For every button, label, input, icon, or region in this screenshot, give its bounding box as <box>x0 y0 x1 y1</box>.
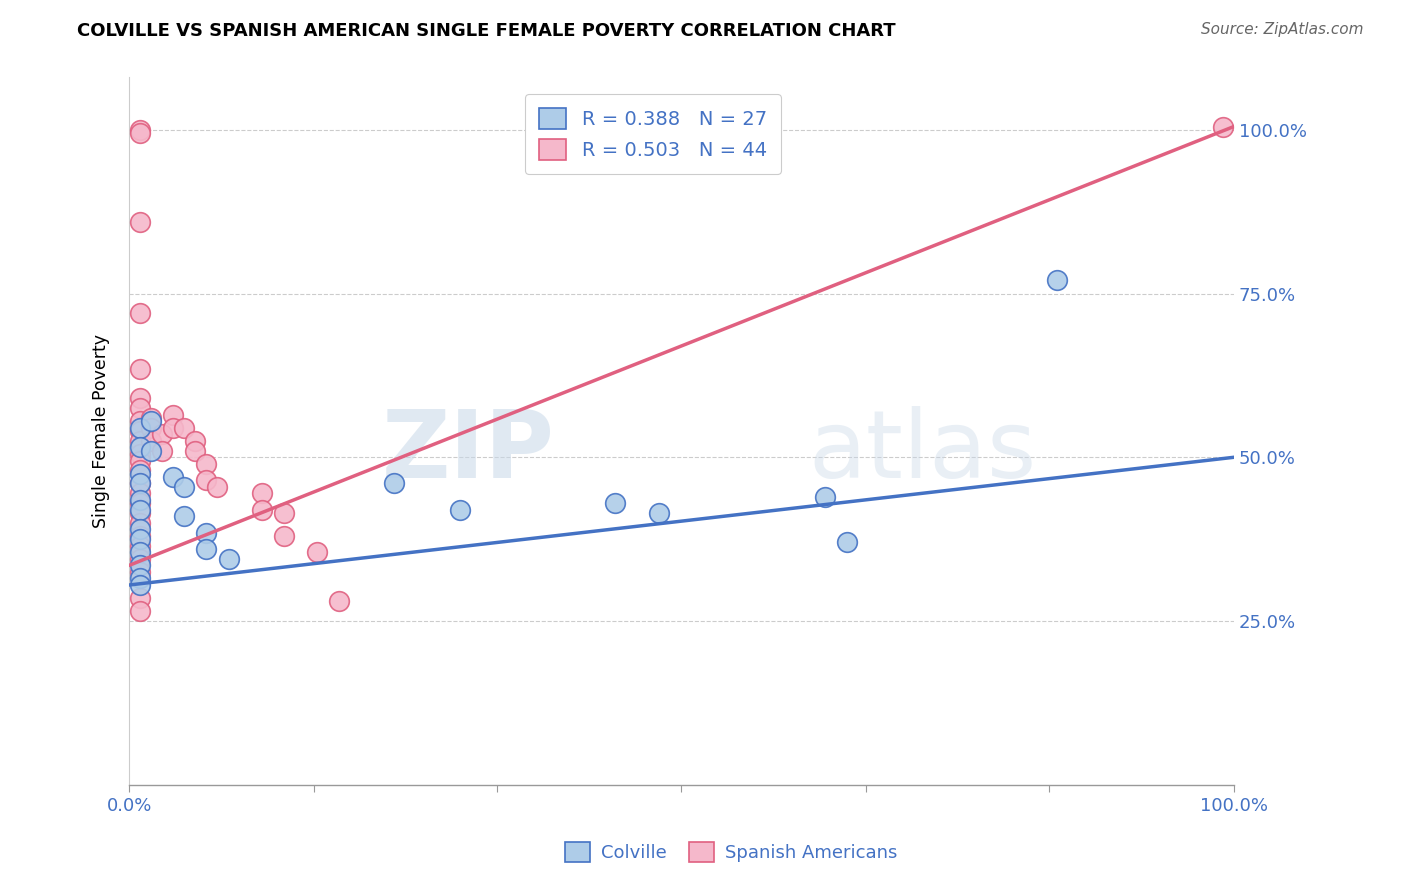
Point <box>129 578 152 592</box>
Point <box>129 424 152 438</box>
Point <box>129 565 152 579</box>
Point <box>129 362 152 376</box>
Point <box>129 414 152 428</box>
Point <box>173 480 195 494</box>
Point <box>450 502 472 516</box>
Point <box>162 470 184 484</box>
Point <box>129 476 152 491</box>
Point <box>129 571 152 585</box>
Point <box>305 545 328 559</box>
Text: atlas: atlas <box>808 407 1036 499</box>
Point <box>150 443 173 458</box>
Point <box>814 490 837 504</box>
Point <box>129 123 152 137</box>
Point <box>129 522 152 536</box>
Point <box>173 509 195 524</box>
Point <box>129 492 152 507</box>
Point <box>129 486 152 500</box>
Point <box>129 532 152 546</box>
Point <box>129 502 152 516</box>
Point <box>129 214 152 228</box>
Point <box>129 126 152 140</box>
Point <box>184 443 207 458</box>
Point <box>129 496 152 510</box>
Point <box>141 443 163 458</box>
Point <box>605 496 627 510</box>
Point <box>129 447 152 461</box>
Point <box>129 392 152 406</box>
Point <box>129 453 152 467</box>
Text: Source: ZipAtlas.com: Source: ZipAtlas.com <box>1201 22 1364 37</box>
Point <box>195 541 218 556</box>
Point <box>173 421 195 435</box>
Point <box>129 441 152 455</box>
Point <box>129 434 152 448</box>
Point <box>1212 120 1234 134</box>
Point <box>150 427 173 442</box>
Text: COLVILLE VS SPANISH AMERICAN SINGLE FEMALE POVERTY CORRELATION CHART: COLVILLE VS SPANISH AMERICAN SINGLE FEMA… <box>77 22 896 40</box>
Point <box>648 506 671 520</box>
Point <box>250 486 273 500</box>
Point <box>141 411 163 425</box>
Point <box>129 516 152 530</box>
Legend: R = 0.388   N = 27, R = 0.503   N = 44: R = 0.388 N = 27, R = 0.503 N = 44 <box>526 95 780 174</box>
Point <box>141 434 163 448</box>
Point <box>328 594 350 608</box>
Point <box>273 529 295 543</box>
Point <box>129 463 152 477</box>
Legend: Colville, Spanish Americans: Colville, Spanish Americans <box>558 835 904 870</box>
Point <box>129 506 152 520</box>
Point <box>195 525 218 540</box>
Point <box>129 545 152 559</box>
Point <box>129 558 152 573</box>
Y-axis label: Single Female Poverty: Single Female Poverty <box>93 334 110 528</box>
Point <box>129 306 152 320</box>
Point <box>382 476 405 491</box>
Point <box>129 467 152 481</box>
Point <box>129 539 152 553</box>
Point <box>129 604 152 618</box>
Point <box>207 480 229 494</box>
Point <box>184 434 207 448</box>
Point <box>129 529 152 543</box>
Point <box>162 408 184 422</box>
Point <box>273 506 295 520</box>
Point <box>129 476 152 491</box>
Point <box>250 502 273 516</box>
Point <box>129 591 152 606</box>
Point <box>129 421 152 435</box>
Text: ZIP: ZIP <box>381 407 554 499</box>
Point <box>141 421 163 435</box>
Point <box>129 401 152 416</box>
Point <box>162 421 184 435</box>
Point <box>129 551 152 566</box>
Point <box>1046 273 1069 287</box>
Point <box>195 473 218 487</box>
Point <box>837 535 859 549</box>
Point <box>218 551 240 566</box>
Point <box>141 414 163 428</box>
Point <box>195 457 218 471</box>
